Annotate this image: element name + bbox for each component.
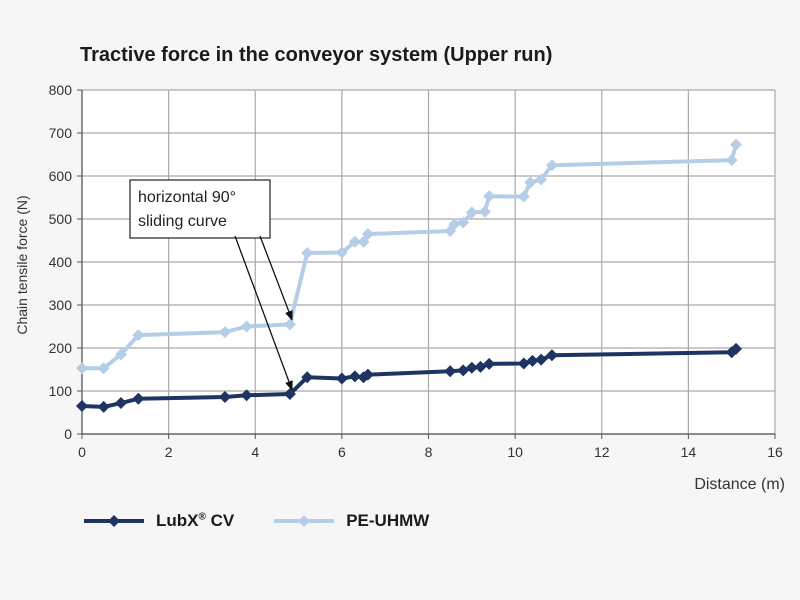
x-tick-label: 4 <box>251 444 259 460</box>
data-point-lubx <box>361 368 374 381</box>
data-point-pe-uhmw <box>335 246 348 259</box>
data-point-pe-uhmw <box>457 216 470 229</box>
data-point-pe-uhmw <box>535 173 548 186</box>
x-tick-label: 14 <box>681 444 697 460</box>
legend-item-lubx: LubX® CV <box>84 511 234 531</box>
data-point-pe-uhmw <box>725 154 738 167</box>
x-tick-label: 6 <box>338 444 346 460</box>
y-tick-label: 500 <box>49 211 73 227</box>
legend-label-pe-uhmw: PE-UHMW <box>346 511 430 530</box>
legend-swatch-lubx <box>84 515 144 527</box>
data-point-pe-uhmw <box>97 362 110 375</box>
data-point-lubx <box>483 357 496 370</box>
data-point-pe-uhmw <box>465 206 478 219</box>
data-point-lubx <box>457 364 470 377</box>
annotation-text: horizontal 90° <box>138 189 236 206</box>
y-tick-label: 300 <box>49 297 73 313</box>
data-point-lubx <box>526 354 539 367</box>
data-point-lubx <box>545 349 558 362</box>
x-tick-label: 16 <box>767 444 783 460</box>
annotation-arrow <box>259 235 293 321</box>
data-point-lubx <box>76 400 88 413</box>
data-point-pe-uhmw <box>283 318 296 331</box>
x-tick-label: 2 <box>165 444 173 460</box>
y-tick-label: 0 <box>64 426 72 442</box>
data-point-lubx <box>114 397 127 410</box>
data-point-lubx <box>348 370 361 383</box>
data-point-pe-uhmw <box>517 190 530 203</box>
chart-title: Tractive force in the conveyor system (U… <box>80 44 553 66</box>
annotation-arrow <box>234 235 293 391</box>
data-point-pe-uhmw <box>357 235 370 248</box>
data-point-lubx <box>335 372 348 385</box>
x-axis-label: Distance (m) <box>694 476 785 493</box>
data-point-lubx <box>444 365 457 378</box>
data-point-pe-uhmw <box>478 205 491 218</box>
y-tick-label: 100 <box>49 383 73 399</box>
data-point-pe-uhmw <box>448 218 461 231</box>
data-point-lubx <box>97 400 110 413</box>
legend-label-lubx: LubX® CV <box>156 511 235 530</box>
y-tick-label: 600 <box>49 168 73 184</box>
data-point-lubx <box>240 389 253 402</box>
legend: LubX® CV PE-UHMW <box>84 511 469 531</box>
annotation-text: sliding curve <box>138 213 227 230</box>
data-point-pe-uhmw <box>361 228 374 241</box>
x-tick-label: 10 <box>507 444 523 460</box>
annotation-box <box>129 179 271 239</box>
data-point-pe-uhmw <box>545 159 558 172</box>
data-point-lubx <box>301 371 314 384</box>
data-point-lubx <box>535 353 548 366</box>
x-tick-label: 12 <box>594 444 610 460</box>
y-tick-label: 200 <box>49 340 73 356</box>
data-point-lubx <box>465 361 478 374</box>
data-point-lubx <box>132 392 145 405</box>
y-tick-label: 800 <box>49 82 73 98</box>
data-point-pe-uhmw <box>730 138 743 151</box>
data-point-pe-uhmw <box>524 176 537 189</box>
legend-item-pe-uhmw: PE-UHMW <box>274 511 429 531</box>
data-point-pe-uhmw <box>483 190 496 203</box>
x-tick-label: 0 <box>78 444 86 460</box>
data-point-lubx <box>517 357 530 370</box>
data-point-pe-uhmw <box>76 362 88 375</box>
data-point-pe-uhmw <box>114 348 127 361</box>
data-point-pe-uhmw <box>348 235 361 248</box>
data-point-lubx <box>730 342 743 355</box>
data-point-pe-uhmw <box>132 329 145 342</box>
y-axis-label: Chain tensile force (N) <box>14 195 30 334</box>
data-point-pe-uhmw <box>218 326 231 339</box>
data-point-pe-uhmw <box>301 246 314 259</box>
data-point-lubx <box>218 391 231 404</box>
data-point-pe-uhmw <box>240 320 253 333</box>
data-point-lubx <box>283 388 296 401</box>
y-tick-label: 700 <box>49 125 73 141</box>
x-tick-label: 8 <box>425 444 433 460</box>
y-tick-label: 400 <box>49 254 73 270</box>
legend-swatch-pe-uhmw <box>274 515 335 527</box>
